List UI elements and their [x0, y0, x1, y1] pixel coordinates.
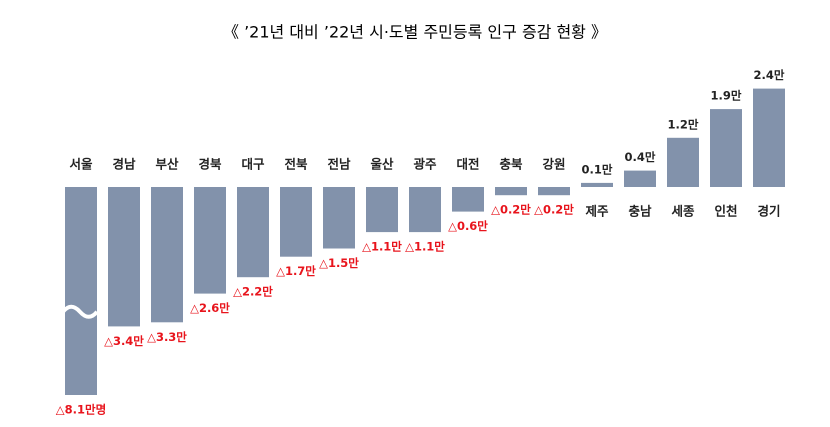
value-label: △2.6만	[190, 301, 230, 315]
bar	[710, 109, 742, 187]
bar	[624, 170, 656, 187]
bar	[495, 187, 527, 196]
bar	[667, 137, 699, 187]
bar	[366, 187, 398, 233]
x-tick-label: 충북	[499, 157, 523, 172]
bar	[581, 182, 613, 187]
value-label: △0.6만	[448, 219, 488, 233]
x-tick-label: 대전	[456, 157, 479, 172]
x-tick-label: 충남	[628, 204, 652, 219]
x-tick-label: 전남	[327, 157, 351, 172]
axis-break	[61, 304, 99, 319]
value-label: △8.1만명	[56, 403, 106, 417]
x-tick-label: 경남	[112, 157, 136, 172]
value-label: △1.5만	[319, 256, 359, 270]
bar	[194, 187, 226, 294]
value-label: △0.2만	[534, 203, 574, 217]
value-label: △1.1만	[405, 240, 445, 254]
value-label: 1.9만	[711, 89, 742, 103]
bar	[151, 187, 183, 323]
value-label: △3.4만	[104, 334, 144, 348]
bar	[323, 187, 355, 249]
bar	[65, 187, 97, 395]
bar	[452, 187, 484, 212]
x-tick-label: 서울	[69, 157, 93, 172]
value-label: 0.1만	[582, 162, 613, 176]
x-tick-label: 광주	[413, 157, 437, 172]
x-tick-label: 인천	[714, 204, 737, 219]
value-label: △3.3만	[147, 330, 187, 344]
bar	[237, 187, 269, 278]
bar	[280, 187, 312, 257]
x-tick-label: 강원	[542, 157, 565, 172]
bar	[108, 187, 140, 327]
x-tick-label: 세종	[671, 204, 695, 219]
value-label: △1.1만	[362, 240, 402, 254]
x-tick-label: 경기	[757, 204, 780, 219]
x-tick-label: 전북	[284, 157, 308, 172]
chart-title: 《 ’21년 대비 ’22년 시·도별 주민등록 인구 증감 현황 》	[223, 23, 607, 42]
value-label: 2.4만	[754, 68, 785, 82]
x-tick-label: 부산	[155, 157, 179, 172]
value-label: 1.2만	[668, 117, 699, 131]
value-label: △1.7만	[276, 264, 316, 278]
x-tick-label: 경북	[198, 157, 222, 172]
value-label: 0.4만	[625, 150, 656, 164]
x-tick-label: 제주	[585, 204, 609, 219]
bar	[753, 88, 785, 187]
value-label: △0.2만	[491, 203, 531, 217]
x-tick-label: 대구	[241, 157, 265, 172]
value-label: △2.2만	[233, 285, 273, 299]
bar	[409, 187, 441, 233]
bar	[538, 187, 570, 196]
x-tick-label: 울산	[370, 157, 394, 172]
